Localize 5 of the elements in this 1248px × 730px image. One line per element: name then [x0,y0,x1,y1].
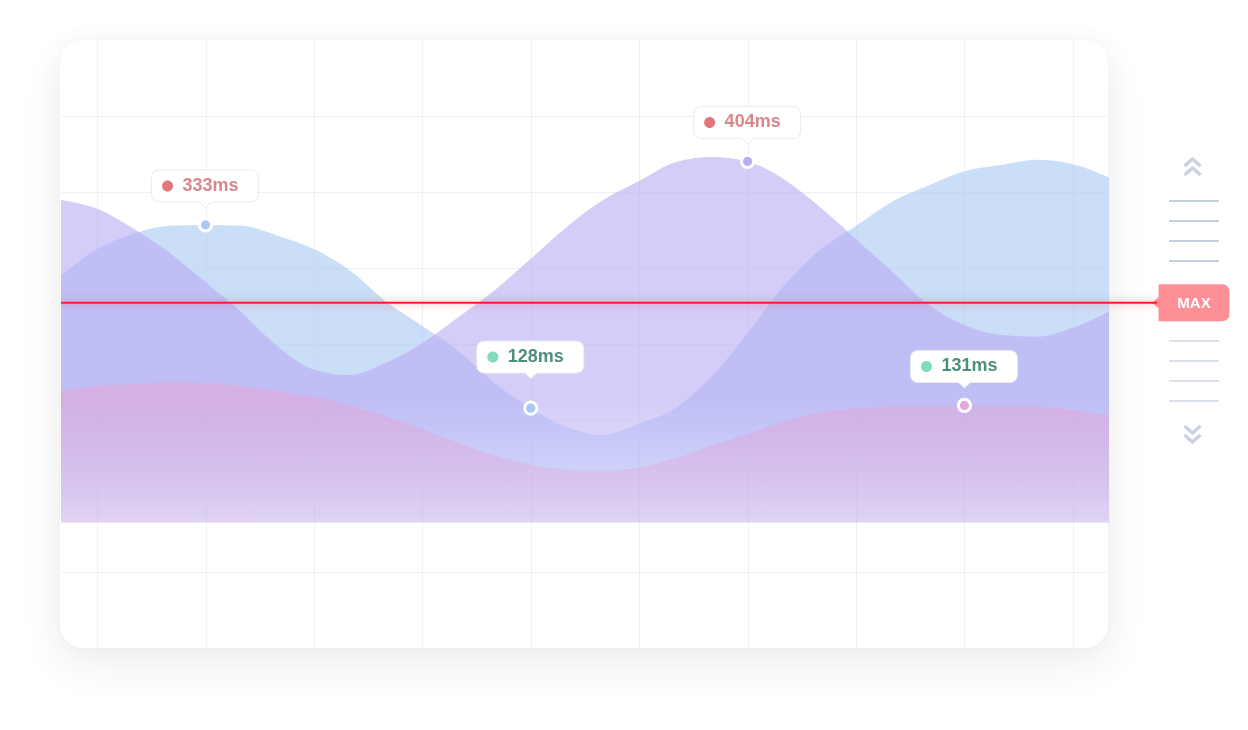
data-label: 128ms [507,346,564,367]
data-label: 333ms [182,174,239,195]
data-label: 404ms [724,111,781,132]
data-label: 131ms [941,355,998,376]
ref-line-label: MAX [1177,293,1211,311]
